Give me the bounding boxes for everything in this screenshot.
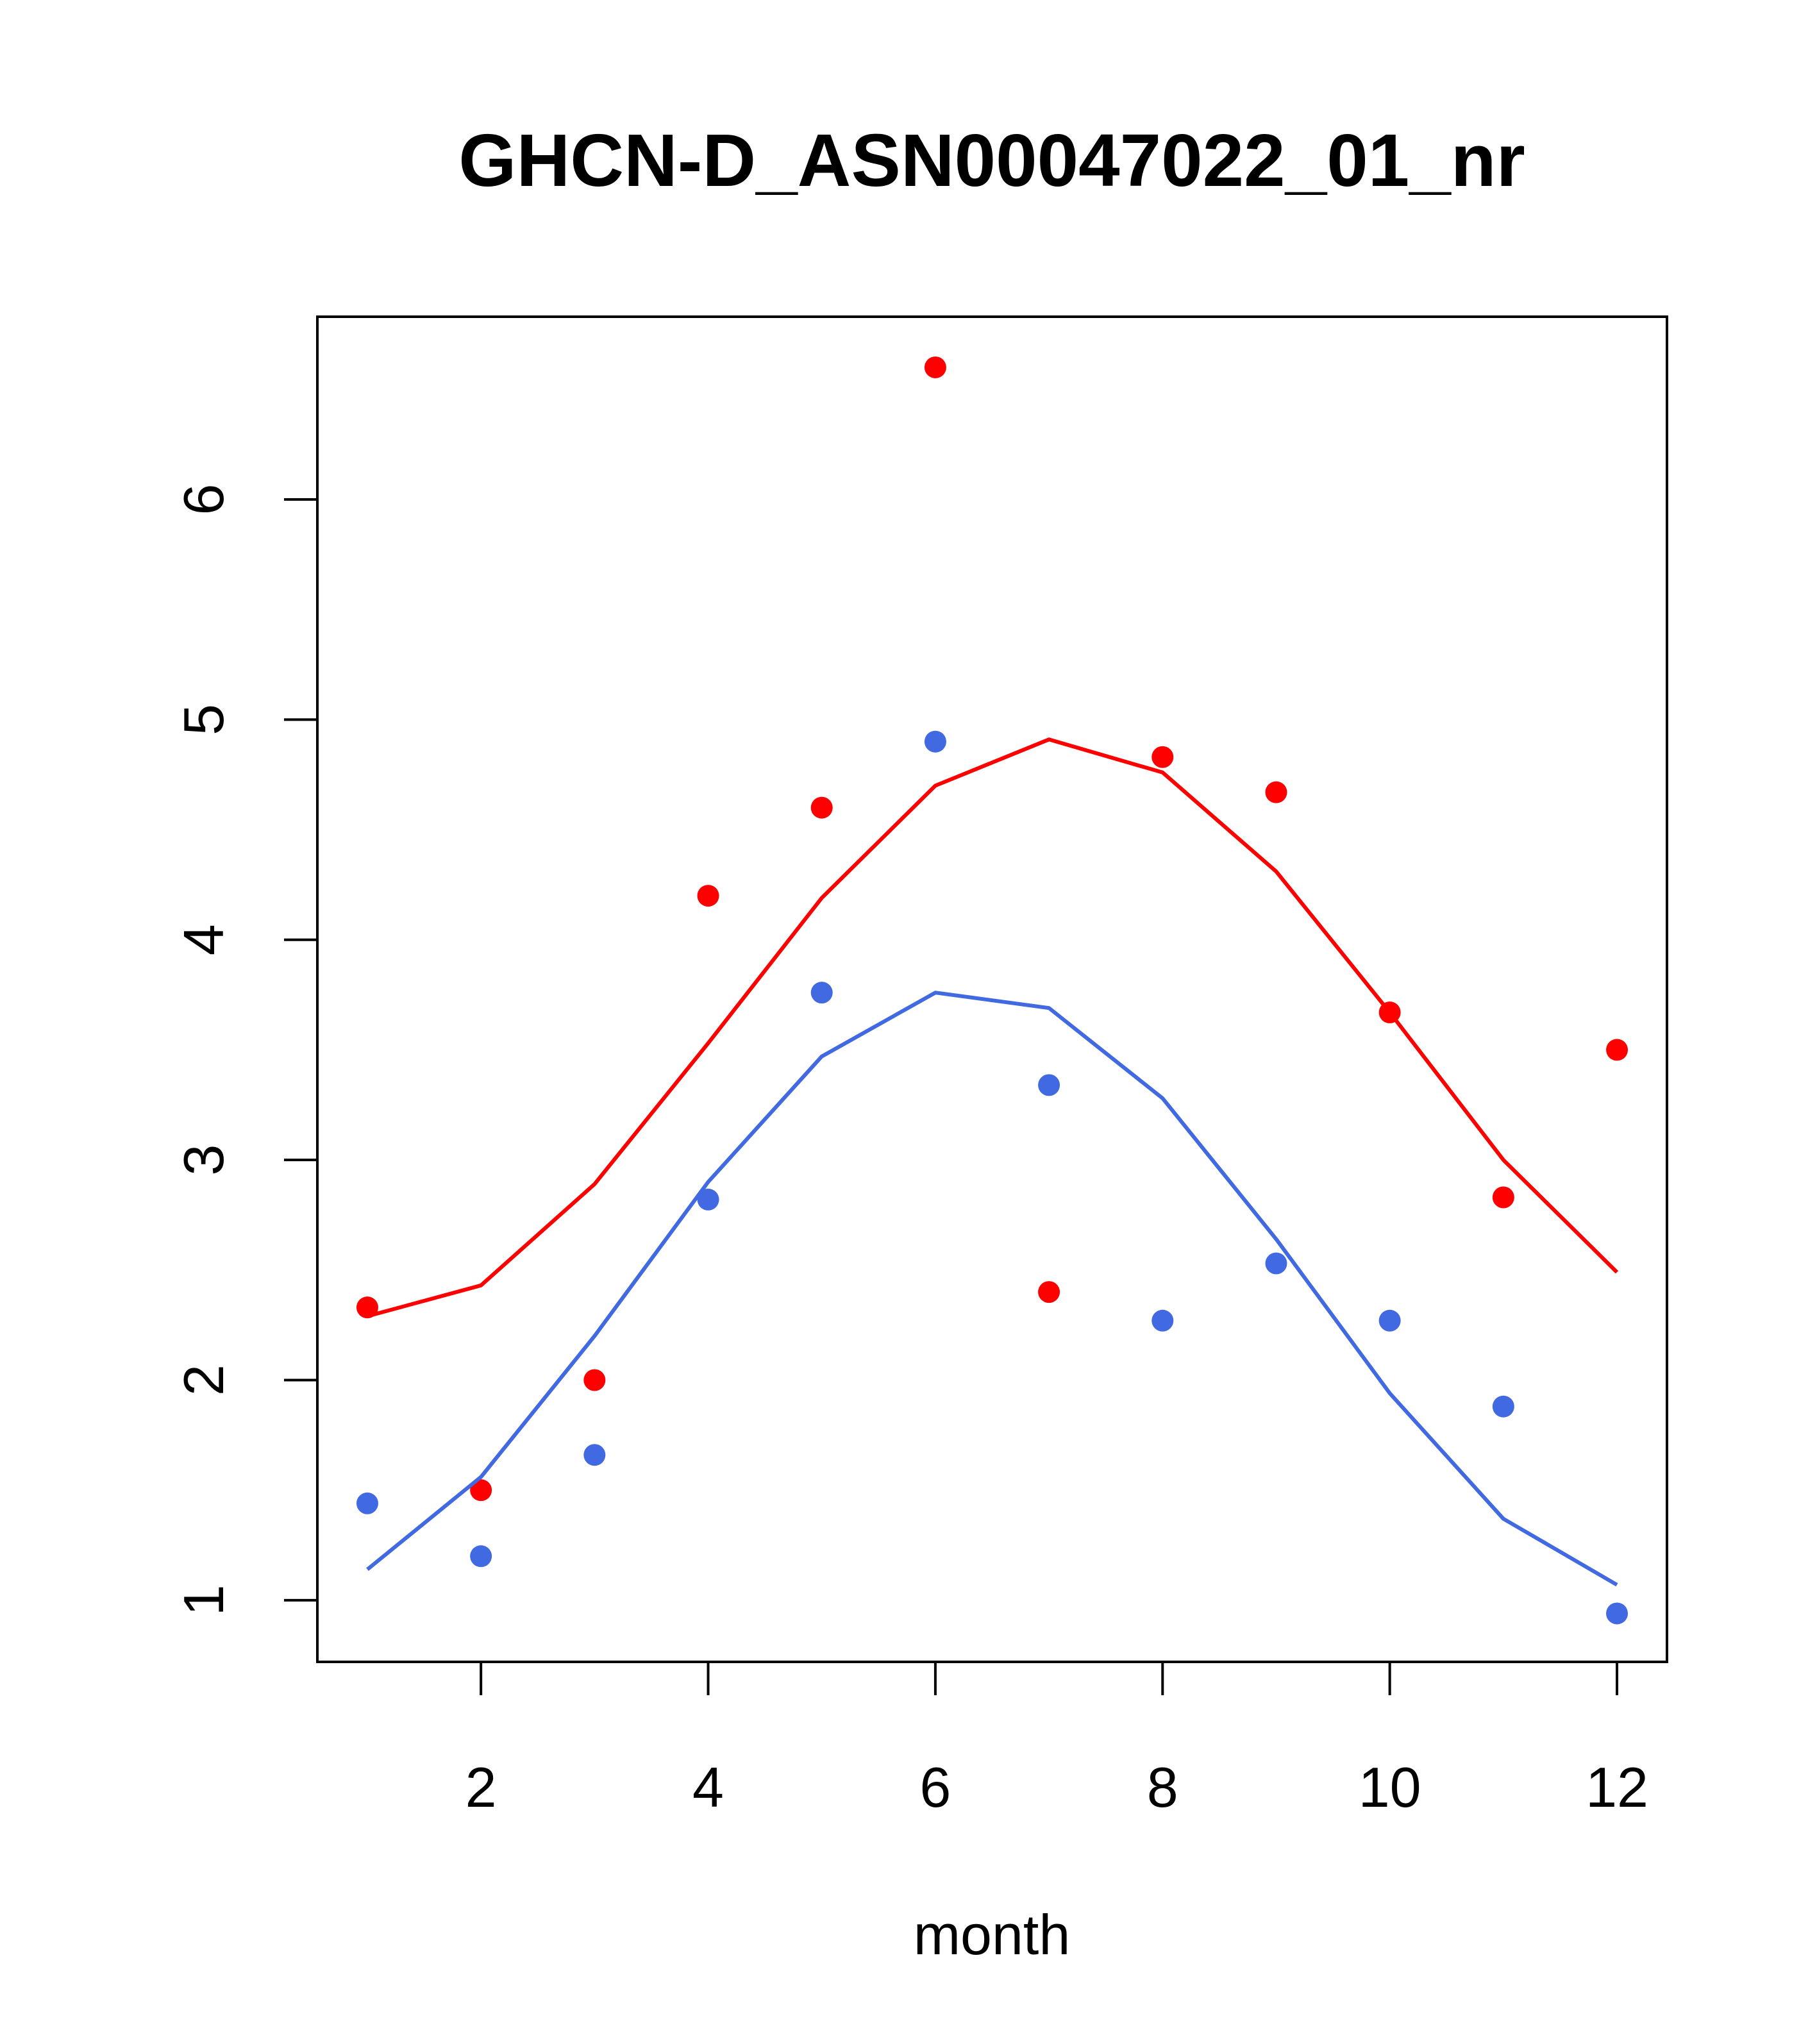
- y-tick-label: 2: [172, 1364, 235, 1396]
- series-layer: [356, 356, 1629, 1625]
- series-2-point: [470, 1545, 492, 1568]
- series-1-point: [470, 1479, 492, 1502]
- y-tick-label: 4: [172, 924, 235, 955]
- series-1-point: [583, 1369, 606, 1391]
- series-2-point: [697, 1188, 719, 1210]
- x-tick-label: 6: [919, 1755, 951, 1819]
- series-2-point: [1038, 1074, 1060, 1096]
- x-tick-label: 8: [1147, 1755, 1178, 1819]
- series-1-point: [1492, 1186, 1514, 1209]
- series-2-point: [1378, 1309, 1401, 1332]
- series-2-point: [810, 982, 833, 1004]
- series-1-line: [367, 737, 1619, 1318]
- series-1-point: [810, 796, 833, 819]
- series-2-point: [583, 1444, 606, 1466]
- series-1-point: [1265, 781, 1287, 803]
- y-axis: 1 2 3 4 5 6: [172, 484, 317, 1616]
- x-tick-label: 12: [1586, 1755, 1648, 1819]
- series-1-point: [924, 356, 946, 378]
- series-1-point: [356, 1296, 378, 1319]
- series-2-point: [1265, 1252, 1287, 1275]
- series-2-point: [924, 730, 946, 753]
- series-2-point: [356, 1492, 378, 1514]
- y-tick-label: 1: [172, 1584, 235, 1616]
- x-axis: 2 4 6 8 10 12: [465, 1662, 1648, 1819]
- plot-area: [316, 315, 1668, 1663]
- x-axis-label: month: [914, 1903, 1071, 1966]
- y-tick-label: 3: [172, 1144, 235, 1176]
- plot-frame: [316, 315, 1668, 1663]
- series-2-point: [1151, 1309, 1174, 1332]
- chart-title: GHCN-D_ASN00047022_01_nr: [458, 119, 1525, 202]
- series-2-point: [1606, 1602, 1629, 1625]
- series-1-point: [1378, 1001, 1401, 1024]
- x-tick-label: 4: [692, 1755, 724, 1819]
- series-2-line: [366, 991, 1618, 1587]
- y-tick-label: 5: [172, 704, 235, 735]
- x-tick-label: 2: [465, 1755, 497, 1819]
- series-2-point: [1492, 1395, 1514, 1418]
- series-1-point: [1038, 1281, 1060, 1303]
- x-tick-label: 10: [1359, 1755, 1421, 1819]
- y-tick-label: 6: [172, 484, 235, 515]
- series-1-point: [1151, 746, 1174, 768]
- series-1: [356, 356, 1629, 1502]
- series-1-point: [1606, 1039, 1629, 1061]
- series-1-point: [697, 885, 719, 907]
- series-2: [356, 730, 1629, 1625]
